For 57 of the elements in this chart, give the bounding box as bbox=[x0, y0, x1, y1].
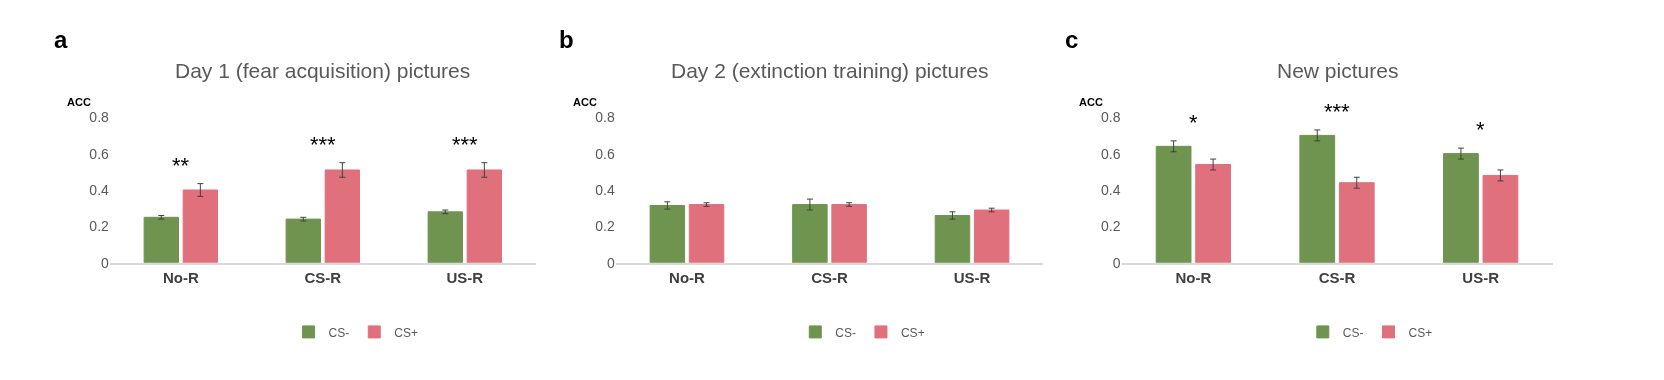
chart-title: New pictures bbox=[1277, 59, 1399, 82]
y-axis-title: ACC bbox=[1079, 96, 1103, 108]
y-tick-label: 0.4 bbox=[89, 181, 110, 198]
annotation: *** bbox=[452, 132, 479, 157]
y-tick-label: 0.8 bbox=[89, 109, 110, 126]
bar bbox=[182, 189, 219, 263]
y-tick-label: 0.6 bbox=[89, 145, 110, 162]
annotation: * bbox=[1189, 110, 1198, 135]
y-tick-label: 0.6 bbox=[1101, 145, 1121, 162]
annotation: *** bbox=[310, 132, 337, 157]
y-tick-label: 0 bbox=[1112, 254, 1121, 271]
x-tick-label: No-R bbox=[162, 268, 199, 286]
legend-label: CS- bbox=[328, 325, 350, 340]
bar bbox=[1155, 145, 1192, 263]
legend-label: CS- bbox=[1342, 325, 1364, 340]
bar bbox=[466, 169, 503, 263]
y-tick-label: 0.6 bbox=[595, 145, 615, 162]
x-tick-label: US-R bbox=[1462, 268, 1500, 286]
y-axis-title: ACC bbox=[573, 96, 597, 108]
text: c bbox=[1065, 26, 1079, 53]
y-tick-label: 0.2 bbox=[89, 218, 110, 235]
y-tick-label: 0.8 bbox=[1101, 109, 1121, 126]
legend-label: CS+ bbox=[1408, 325, 1433, 340]
bar bbox=[1482, 174, 1519, 263]
annotation: * bbox=[1476, 117, 1485, 142]
bar bbox=[324, 169, 361, 263]
x-tick-label: CS-R bbox=[811, 268, 848, 286]
bar bbox=[427, 211, 463, 263]
bar bbox=[1338, 182, 1375, 263]
x-tick-label: CS-R bbox=[304, 268, 342, 286]
bar bbox=[143, 216, 179, 263]
y-tick-label: 0.4 bbox=[595, 181, 615, 198]
y-axis-title: ACC bbox=[67, 96, 91, 108]
x-tick-label: CS-R bbox=[1318, 268, 1356, 286]
y-tick-label: 0.2 bbox=[1101, 218, 1121, 235]
annotation: ** bbox=[172, 153, 190, 178]
x-tick-label: US-R bbox=[953, 268, 991, 286]
annotation: *** bbox=[1324, 99, 1351, 124]
legend-label: CS+ bbox=[394, 325, 418, 340]
bar bbox=[1299, 134, 1336, 263]
y-tick-label: 0.4 bbox=[1101, 181, 1121, 198]
text: b bbox=[559, 26, 574, 53]
x-tick-label: No-R bbox=[1175, 268, 1212, 286]
y-tick-label: 0.2 bbox=[595, 218, 615, 235]
x-tick-label: US-R bbox=[446, 268, 484, 286]
legend-label: CS- bbox=[835, 325, 856, 340]
chart-title: Day 1 (fear acquisition) pictures bbox=[175, 59, 471, 82]
y-tick-label: 0 bbox=[606, 254, 615, 271]
y-tick-label: 0 bbox=[101, 254, 110, 271]
x-tick-label: No-R bbox=[669, 268, 706, 286]
bar bbox=[1443, 153, 1479, 263]
chart-title: Day 2 (extinction training) pictures bbox=[671, 59, 989, 82]
bar bbox=[1195, 164, 1232, 263]
bar bbox=[285, 218, 321, 263]
text: a bbox=[54, 26, 68, 53]
y-tick-label: 0.8 bbox=[595, 109, 615, 126]
legend-label: CS+ bbox=[900, 325, 925, 340]
